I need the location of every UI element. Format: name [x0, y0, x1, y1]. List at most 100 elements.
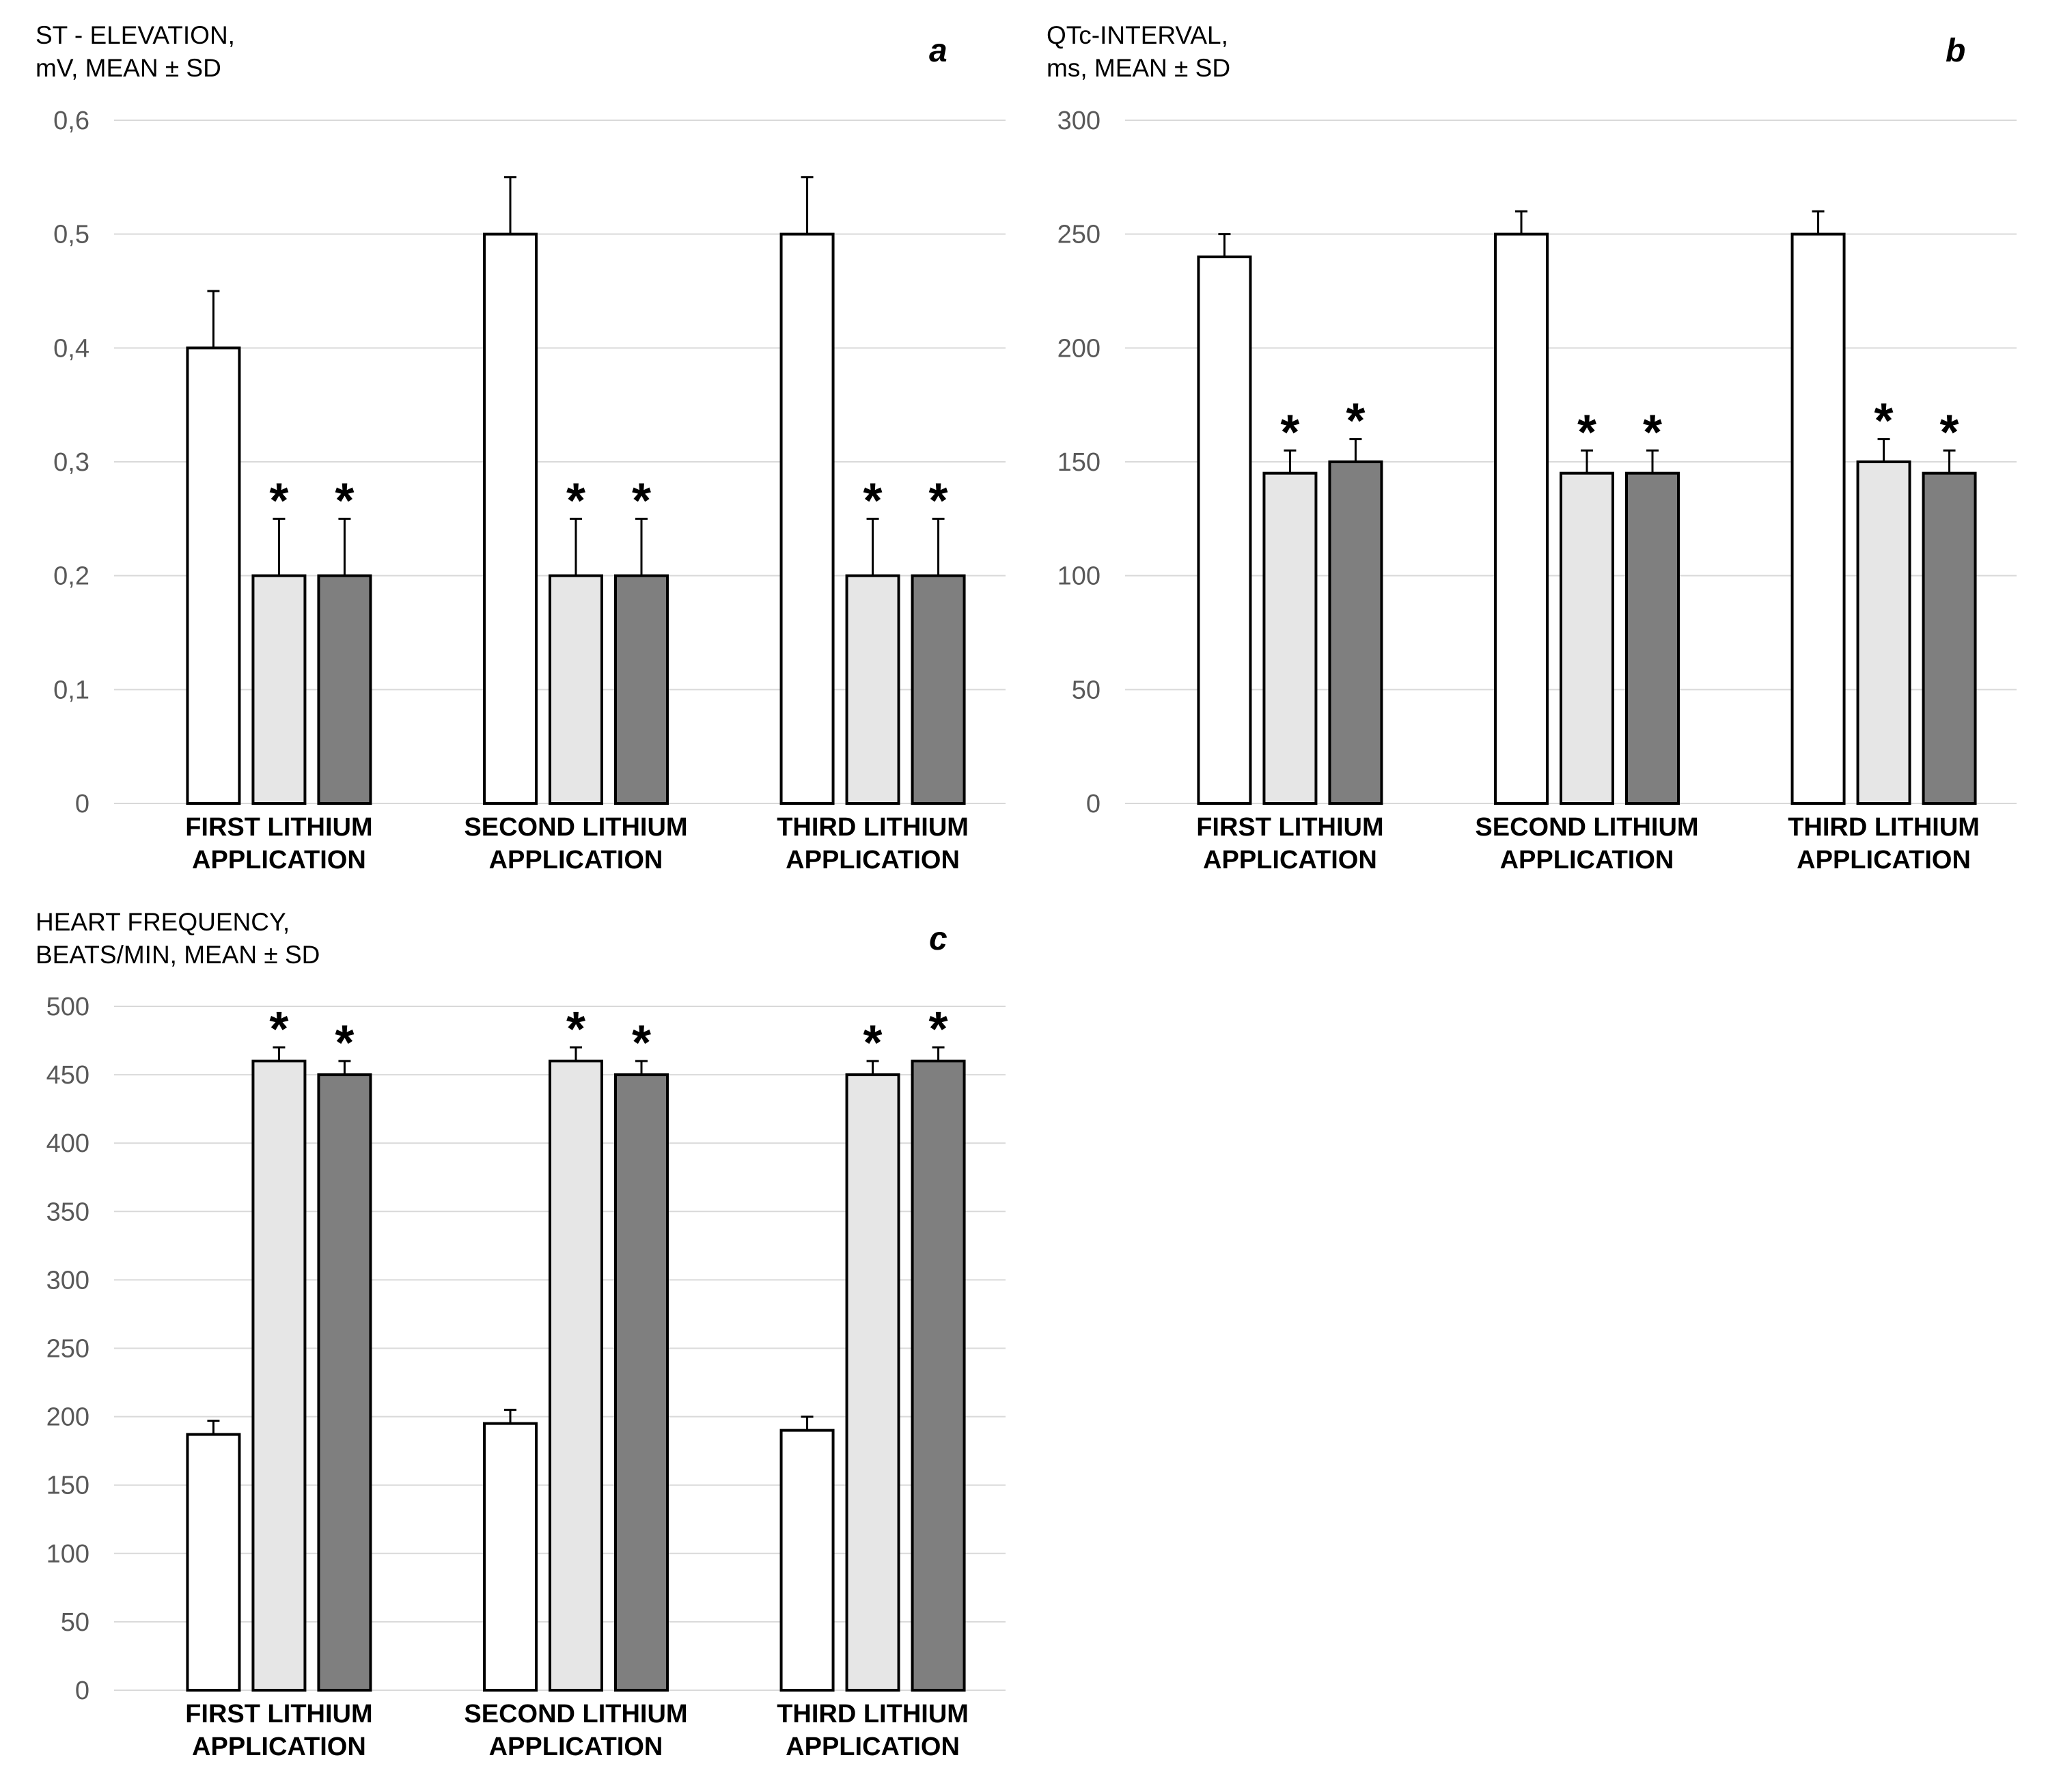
- bar: [548, 1060, 603, 1692]
- significance-asterisk: *: [1280, 405, 1299, 460]
- category-label: SECOND LITHIUM: [1475, 813, 1698, 842]
- significance-asterisk: *: [269, 473, 288, 528]
- significance-asterisk: *: [1940, 405, 1959, 460]
- y-tick-label: 250: [1057, 221, 1101, 249]
- bar: [482, 1422, 538, 1692]
- bar: [317, 574, 372, 805]
- y-tick-label: 250: [46, 1335, 89, 1364]
- category-label: APPLICATION: [192, 1733, 366, 1761]
- y-tick-label: 300: [1057, 107, 1101, 135]
- bar: [1328, 460, 1383, 805]
- y-tick-label: 400: [46, 1129, 89, 1158]
- category-label: APPLICATION: [786, 846, 960, 874]
- bar: [1856, 460, 1911, 805]
- category-label: FIRST LITHIUM: [185, 813, 372, 842]
- axis-title-line: ms, MEAN ± SD: [1047, 54, 1230, 82]
- y-tick-label: 0: [1086, 790, 1101, 818]
- bar: [1262, 471, 1318, 805]
- bar: [845, 574, 900, 805]
- category-label: THIRD LITHIUM: [1788, 813, 1980, 842]
- y-tick-label: 150: [46, 1472, 89, 1500]
- significance-asterisk: *: [335, 1016, 354, 1071]
- bar: [1197, 256, 1252, 805]
- y-tick-label: 0,6: [53, 107, 89, 135]
- bar: [482, 232, 538, 805]
- axis-title-line: ST - ELEVATION,: [36, 21, 235, 49]
- y-tick-label: 0,2: [53, 562, 89, 591]
- bar: [186, 1433, 241, 1692]
- significance-asterisk: *: [863, 1016, 883, 1071]
- y-tick-label: 0: [75, 790, 89, 818]
- category-label: APPLICATION: [786, 1733, 960, 1761]
- axis-title-line: mV, MEAN ± SD: [36, 54, 221, 82]
- y-tick-label: 150: [1057, 448, 1101, 477]
- y-tick-label: 0: [75, 1677, 89, 1705]
- significance-asterisk: *: [1577, 405, 1596, 460]
- bar: [251, 574, 307, 805]
- category-label: APPLICATION: [1500, 846, 1674, 874]
- category-label: APPLICATION: [489, 1733, 663, 1761]
- significance-asterisk: *: [566, 473, 585, 528]
- bar: [317, 1073, 372, 1692]
- bar: [1559, 471, 1614, 805]
- bar: [1493, 232, 1549, 805]
- bar: [613, 574, 669, 805]
- y-tick-label: 500: [46, 993, 89, 1021]
- category-label: FIRST LITHIUM: [1196, 813, 1383, 842]
- significance-asterisk: *: [566, 1002, 585, 1057]
- panel-letter: b: [1946, 33, 1965, 69]
- bar: [613, 1073, 669, 1692]
- axis-title-line: HEART FREQUENCY,: [36, 908, 290, 936]
- bar: [186, 346, 241, 805]
- significance-asterisk: *: [1643, 405, 1662, 460]
- bar: [911, 1060, 966, 1692]
- significance-asterisk: *: [269, 1002, 288, 1057]
- category-label: APPLICATION: [192, 846, 366, 874]
- panel-letter: a: [929, 33, 947, 69]
- y-tick-label: 100: [1057, 562, 1101, 591]
- category-label: SECOND LITHIUM: [464, 1700, 687, 1728]
- chart-panel-b: 0 50 100 150 200 250 300 QTc-INTERVAL, ms, MEAN …: [1047, 21, 2017, 874]
- significance-asterisk: *: [632, 473, 651, 528]
- chart-panel-a: 0 0,1 0,2 0,3 0,4 0,5 0,6 ST - ELEVATION, mV, ME…: [36, 21, 1006, 874]
- significance-asterisk: *: [1346, 394, 1365, 449]
- significance-asterisk: *: [632, 1016, 651, 1071]
- y-tick-label: 300: [46, 1266, 89, 1295]
- y-tick-label: 200: [46, 1403, 89, 1432]
- axis-title-line: BEATS/MIN, MEAN ± SD: [36, 941, 320, 969]
- category-label: APPLICATION: [1203, 846, 1377, 874]
- category-label: SECOND LITHIUM: [464, 813, 687, 842]
- axis-title-line: QTc-INTERVAL,: [1047, 21, 1228, 49]
- significance-asterisk: *: [929, 1002, 948, 1057]
- panel-letter: c: [929, 921, 947, 957]
- bar: [251, 1060, 307, 1692]
- y-tick-label: 50: [61, 1608, 89, 1637]
- y-tick-label: 0,5: [53, 221, 89, 249]
- category-label: THIRD LITHIUM: [777, 813, 969, 842]
- significance-asterisk: *: [863, 473, 883, 528]
- category-label: FIRST LITHIUM: [185, 1700, 372, 1728]
- bar: [1624, 471, 1680, 805]
- significance-asterisk: *: [335, 473, 354, 528]
- y-tick-label: 350: [46, 1198, 89, 1226]
- bar: [911, 574, 966, 805]
- significance-asterisk: *: [1874, 394, 1894, 449]
- y-tick-label: 100: [46, 1540, 89, 1569]
- category-label: THIRD LITHIUM: [777, 1700, 969, 1728]
- category-label: APPLICATION: [1797, 846, 1971, 874]
- bar: [548, 574, 603, 805]
- y-tick-label: 50: [1072, 676, 1101, 704]
- y-tick-label: 0,4: [53, 334, 89, 363]
- bar: [1790, 232, 1846, 805]
- category-label: APPLICATION: [489, 846, 663, 874]
- y-tick-label: 0,1: [53, 676, 89, 704]
- bar: [845, 1073, 900, 1692]
- bar: [1922, 471, 1977, 805]
- y-tick-label: 450: [46, 1061, 89, 1090]
- significance-asterisk: *: [929, 473, 948, 528]
- bar: [779, 232, 835, 805]
- y-tick-label: 0,3: [53, 448, 89, 477]
- bar: [779, 1429, 835, 1692]
